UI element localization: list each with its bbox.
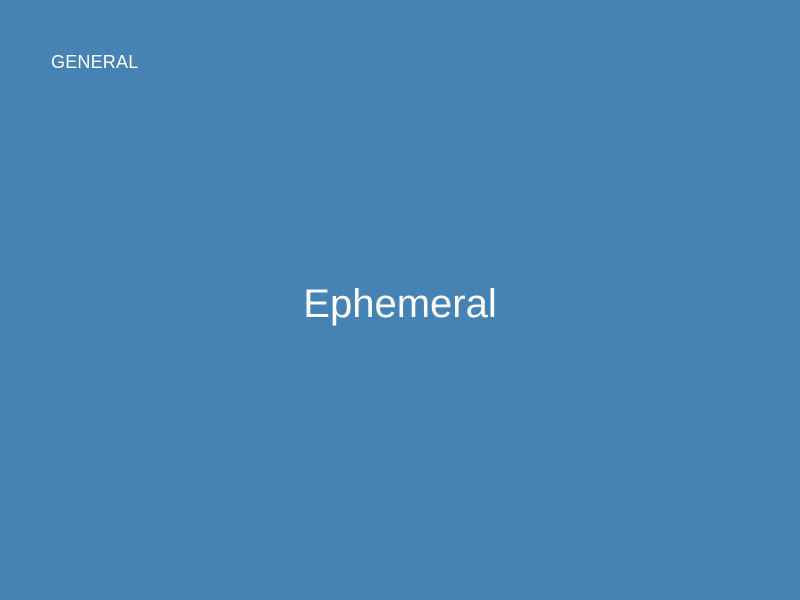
term-word: Ephemeral	[303, 282, 497, 326]
category-label: GENERAL	[51, 52, 139, 72]
